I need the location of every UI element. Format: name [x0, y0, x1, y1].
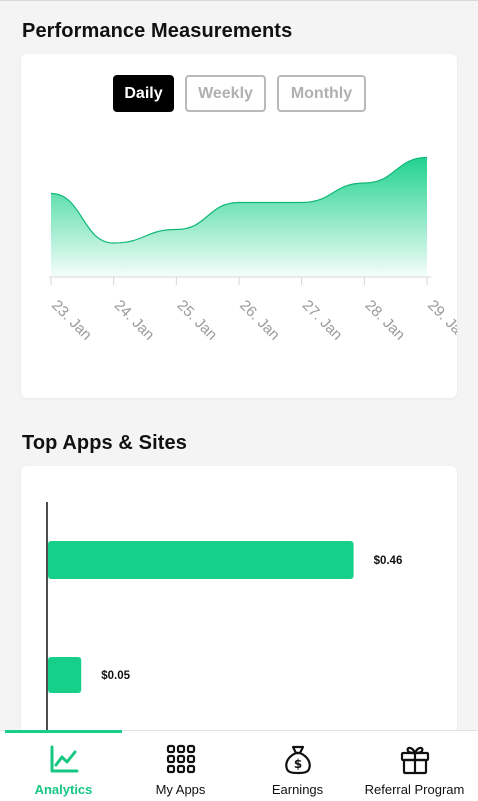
x-tick-label: 28. Jan — [362, 297, 409, 344]
nav-label-earnings: Earnings — [271, 782, 324, 797]
x-tick-label: 27. Jan — [299, 297, 346, 344]
nav-item-referral-program[interactable]: Referral Program — [355, 731, 474, 801]
bar — [48, 541, 354, 579]
line-chart-icon — [50, 745, 78, 773]
top-apps-chart: $0.46 $0.05 — [46, 502, 403, 736]
money-bag-icon: $ — [284, 745, 311, 775]
area-fill — [51, 157, 427, 276]
svg-text:$: $ — [293, 757, 301, 771]
top-divider — [0, 0, 478, 1]
top-apps-card: $0.46 $0.05 — [21, 466, 457, 736]
bar-value-label: $0.46 — [374, 555, 403, 567]
top-apps-title: Top Apps & Sites — [22, 432, 187, 454]
tab-weekly[interactable]: Weekly — [185, 75, 266, 112]
x-tick-label: 25. Jan — [174, 297, 221, 344]
bar-value-label: $0.05 — [101, 670, 130, 682]
bottom-navigation: Analytics My Apps $ Earnings — [0, 730, 478, 801]
active-tab-indicator — [5, 730, 122, 733]
x-tick-label: 23. Jan — [48, 297, 95, 344]
nav-item-my-apps[interactable]: My Apps — [121, 731, 240, 801]
gift-icon — [400, 746, 429, 775]
nav-item-earnings[interactable]: $ Earnings — [238, 731, 357, 801]
performance-card: Daily Weekly Monthly 23. Jan 24. Jan 25. J… — [21, 54, 457, 398]
bar — [48, 657, 82, 693]
x-tick-label: 24. Jan — [111, 297, 158, 344]
x-tick-label: 26. Jan — [236, 297, 283, 344]
tab-daily[interactable]: Daily — [113, 75, 174, 112]
grid-icon — [166, 744, 195, 774]
x-tick-label: 29. Jan — [424, 297, 457, 344]
performance-title: Performance Measurements — [22, 20, 293, 42]
nav-item-analytics[interactable]: Analytics — [4, 731, 123, 801]
nav-label-analytics: Analytics — [34, 782, 93, 797]
nav-label-referral-program: Referral Program — [364, 782, 465, 797]
series-line — [50, 156, 428, 244]
nav-label-my-apps: My Apps — [155, 782, 206, 797]
tab-monthly[interactable]: Monthly — [277, 75, 366, 112]
performance-chart: 23. Jan 24. Jan 25. Jan 26. Jan 27. Jan 28. J… — [48, 156, 457, 344]
